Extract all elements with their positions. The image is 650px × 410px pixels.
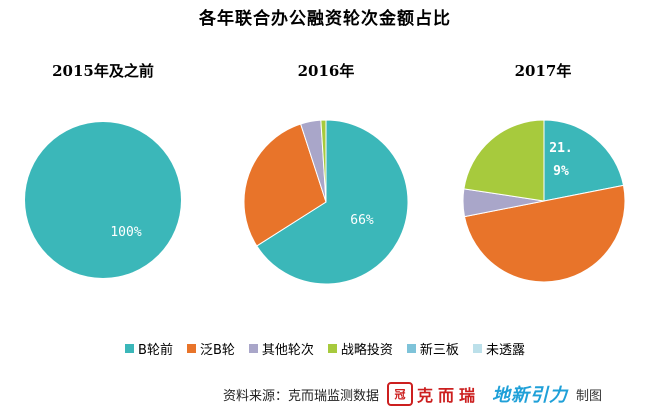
pie-slice	[243, 123, 327, 247]
legend-swatch	[125, 344, 135, 353]
legend-label: 未透露	[485, 343, 525, 358]
legend-swatch	[248, 344, 258, 353]
footer: 资料来源：克而瑞监测数据 冠 克而瑞 地新引力 制图	[223, 381, 602, 407]
brand-logo: 克而瑞	[417, 386, 481, 405]
pie-title-2016: 2016年	[297, 62, 355, 80]
seal-logo-icon: 冠	[387, 382, 414, 406]
legend-label: 新三板	[419, 343, 459, 358]
legend: B轮前 泛B轮 其他轮次 战略投资 新三板 未透露	[0, 339, 650, 358]
legend-label: 战略投资	[340, 343, 393, 358]
legend-item-strategic: 战略投资	[327, 339, 393, 358]
legend-swatch	[406, 344, 416, 353]
pie-slice	[256, 119, 409, 285]
legend-label: 泛B轮	[199, 343, 235, 358]
legend-swatch	[186, 344, 196, 353]
pie-data-label: 100%	[110, 225, 141, 240]
brand-logo-2: 地新引力	[492, 385, 569, 406]
legend-label: 其他轮次	[261, 343, 314, 358]
legend-swatch	[472, 344, 482, 353]
chart-title: 各年联合办公融资轮次金额占比	[199, 9, 451, 29]
pie-slice	[463, 184, 626, 283]
legend-item-other-rounds: 其他轮次	[248, 339, 314, 358]
legend-swatch	[327, 344, 337, 353]
pie-slice	[25, 122, 181, 278]
legend-item-b-before: B轮前	[125, 339, 173, 358]
pie-title-2015: 2015年及之前	[52, 62, 154, 80]
source-text: 资料来源：克而瑞监测数据	[223, 388, 380, 404]
legend-item-pan-b: 泛B轮	[186, 339, 235, 358]
pie-slice	[463, 119, 545, 202]
pie-slice	[543, 119, 625, 202]
pie-slice	[320, 119, 327, 203]
legend-item-undisclosed: 未透露	[472, 339, 525, 358]
pie-data-label: 66%	[350, 213, 374, 228]
legend-item-neeq: 新三板	[406, 339, 459, 358]
pie-title-2017: 2017年	[514, 62, 572, 80]
pie-data-label: 21. 9%	[549, 141, 572, 179]
credit-text: 制图	[576, 388, 603, 404]
legend-label: B轮前	[138, 343, 173, 358]
